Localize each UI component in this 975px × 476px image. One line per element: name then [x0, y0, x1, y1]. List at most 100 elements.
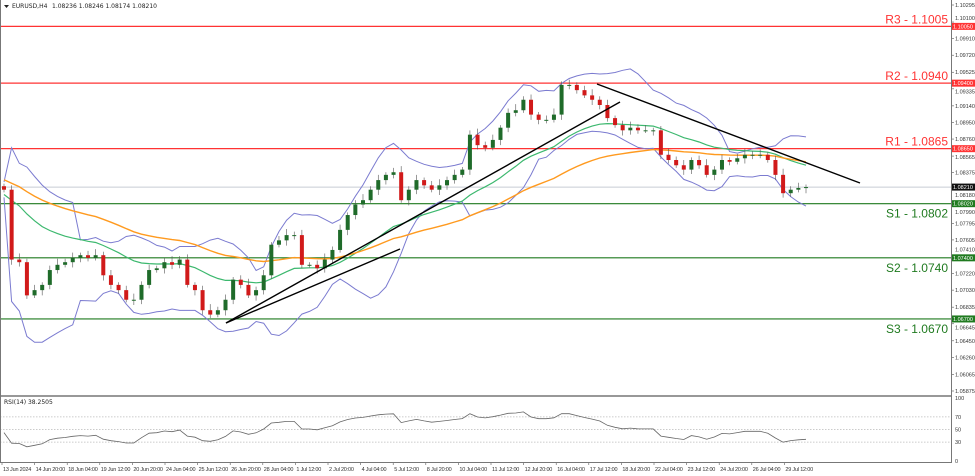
candle-body — [643, 130, 648, 132]
level-price-tag: 1.08020 — [953, 202, 973, 208]
price-tick-label: 1.09335 — [955, 90, 975, 96]
candle-body — [422, 180, 427, 186]
candle-body — [406, 189, 411, 201]
candle — [24, 258, 29, 299]
candle-body — [712, 169, 717, 175]
candle-body — [437, 185, 442, 190]
candle — [742, 148, 747, 164]
trendline[interactable] — [596, 83, 861, 184]
candle-body — [750, 154, 755, 156]
candle-body — [215, 310, 220, 315]
candle-body — [788, 189, 793, 194]
candle — [697, 155, 702, 169]
time-tick-label: 8 Jul 20:00 — [427, 467, 452, 473]
candle-body — [391, 172, 396, 175]
time-tick-label: 24 Jun 04:00 — [166, 467, 196, 473]
candle-body — [254, 290, 259, 296]
candle-body — [414, 180, 419, 190]
candle-body — [315, 264, 320, 269]
candle — [78, 252, 83, 263]
candle — [154, 265, 159, 273]
candle-body — [727, 160, 732, 162]
candle-body — [231, 279, 236, 300]
candle — [32, 284, 37, 298]
price-tick-label: 1.10295 — [955, 3, 975, 9]
candle — [162, 257, 167, 274]
level-price-tag-bg — [952, 22, 975, 30]
candle-body — [170, 262, 175, 265]
candle-body — [338, 229, 343, 250]
candle-body — [70, 257, 75, 263]
candle — [47, 265, 52, 290]
candle-body — [590, 95, 595, 100]
candle — [299, 229, 304, 269]
time-tick-label: 10 Jul 04:00 — [459, 467, 487, 473]
candle — [735, 153, 740, 165]
candle — [689, 157, 694, 174]
candle — [246, 278, 251, 298]
candle — [712, 166, 717, 181]
candle — [429, 180, 434, 193]
trendline[interactable] — [225, 101, 621, 324]
time-tick-label: 19 Jun 12:00 — [101, 467, 131, 473]
bollinger-lower — [3, 130, 807, 343]
time-tick-label: 26 Jun 20:00 — [231, 467, 261, 473]
candle-body — [765, 154, 770, 161]
candle — [719, 154, 724, 174]
candle — [758, 149, 763, 159]
candle — [131, 293, 136, 305]
candle — [353, 200, 358, 220]
candle — [498, 125, 503, 146]
candle — [788, 186, 793, 197]
candle-body — [192, 284, 197, 291]
rsi-line — [3, 411, 807, 448]
candle-body — [139, 284, 144, 300]
candle-body — [269, 244, 274, 276]
rsi-tick-label: 30 — [955, 440, 961, 446]
candle — [307, 262, 312, 268]
candle-body — [284, 235, 289, 241]
chart-menu-triangle-icon[interactable] — [4, 5, 9, 8]
candle — [490, 134, 495, 151]
candle — [613, 115, 618, 128]
candle — [437, 179, 442, 195]
candle-body — [452, 174, 457, 181]
candle-body — [200, 290, 205, 311]
price-tick-label: 1.09720 — [955, 53, 975, 59]
price-tick-label: 1.07605 — [955, 238, 975, 244]
candle — [727, 157, 732, 166]
rsi-tick-label: 50 — [955, 428, 961, 434]
trendline[interactable] — [225, 248, 401, 324]
candle-body — [93, 255, 98, 258]
level-price-tag-bg — [952, 79, 975, 87]
candle — [750, 151, 755, 160]
rsi-tick-label: 100 — [955, 396, 964, 402]
candle-body — [475, 134, 480, 146]
candle-body — [40, 284, 45, 291]
moving-average-slow — [3, 148, 807, 263]
candle — [170, 256, 175, 270]
price-tick-label: 1.08180 — [955, 193, 975, 199]
candle — [338, 224, 343, 253]
candle-body — [697, 160, 702, 166]
candle-body — [47, 270, 52, 285]
level-label-s3: S3 - 1.0670 — [886, 322, 948, 336]
candle-body — [628, 127, 633, 131]
time-tick-label: 18 Jun 04:00 — [68, 467, 98, 473]
price-tick-label: 1.08565 — [955, 155, 975, 161]
candle-body — [368, 189, 373, 201]
candle — [773, 155, 778, 181]
candle-body — [536, 114, 541, 120]
candle — [192, 282, 197, 296]
candle — [376, 174, 381, 195]
candle — [40, 282, 45, 296]
candle-body — [620, 125, 625, 131]
candle — [796, 182, 801, 193]
price-tick-label: 1.08950 — [955, 120, 975, 126]
candle — [475, 128, 480, 150]
level-label-s2: S2 - 1.0740 — [886, 261, 948, 275]
candle-body — [376, 180, 381, 190]
current-price-tag: 1.08210 — [953, 185, 973, 191]
candle — [399, 166, 404, 203]
